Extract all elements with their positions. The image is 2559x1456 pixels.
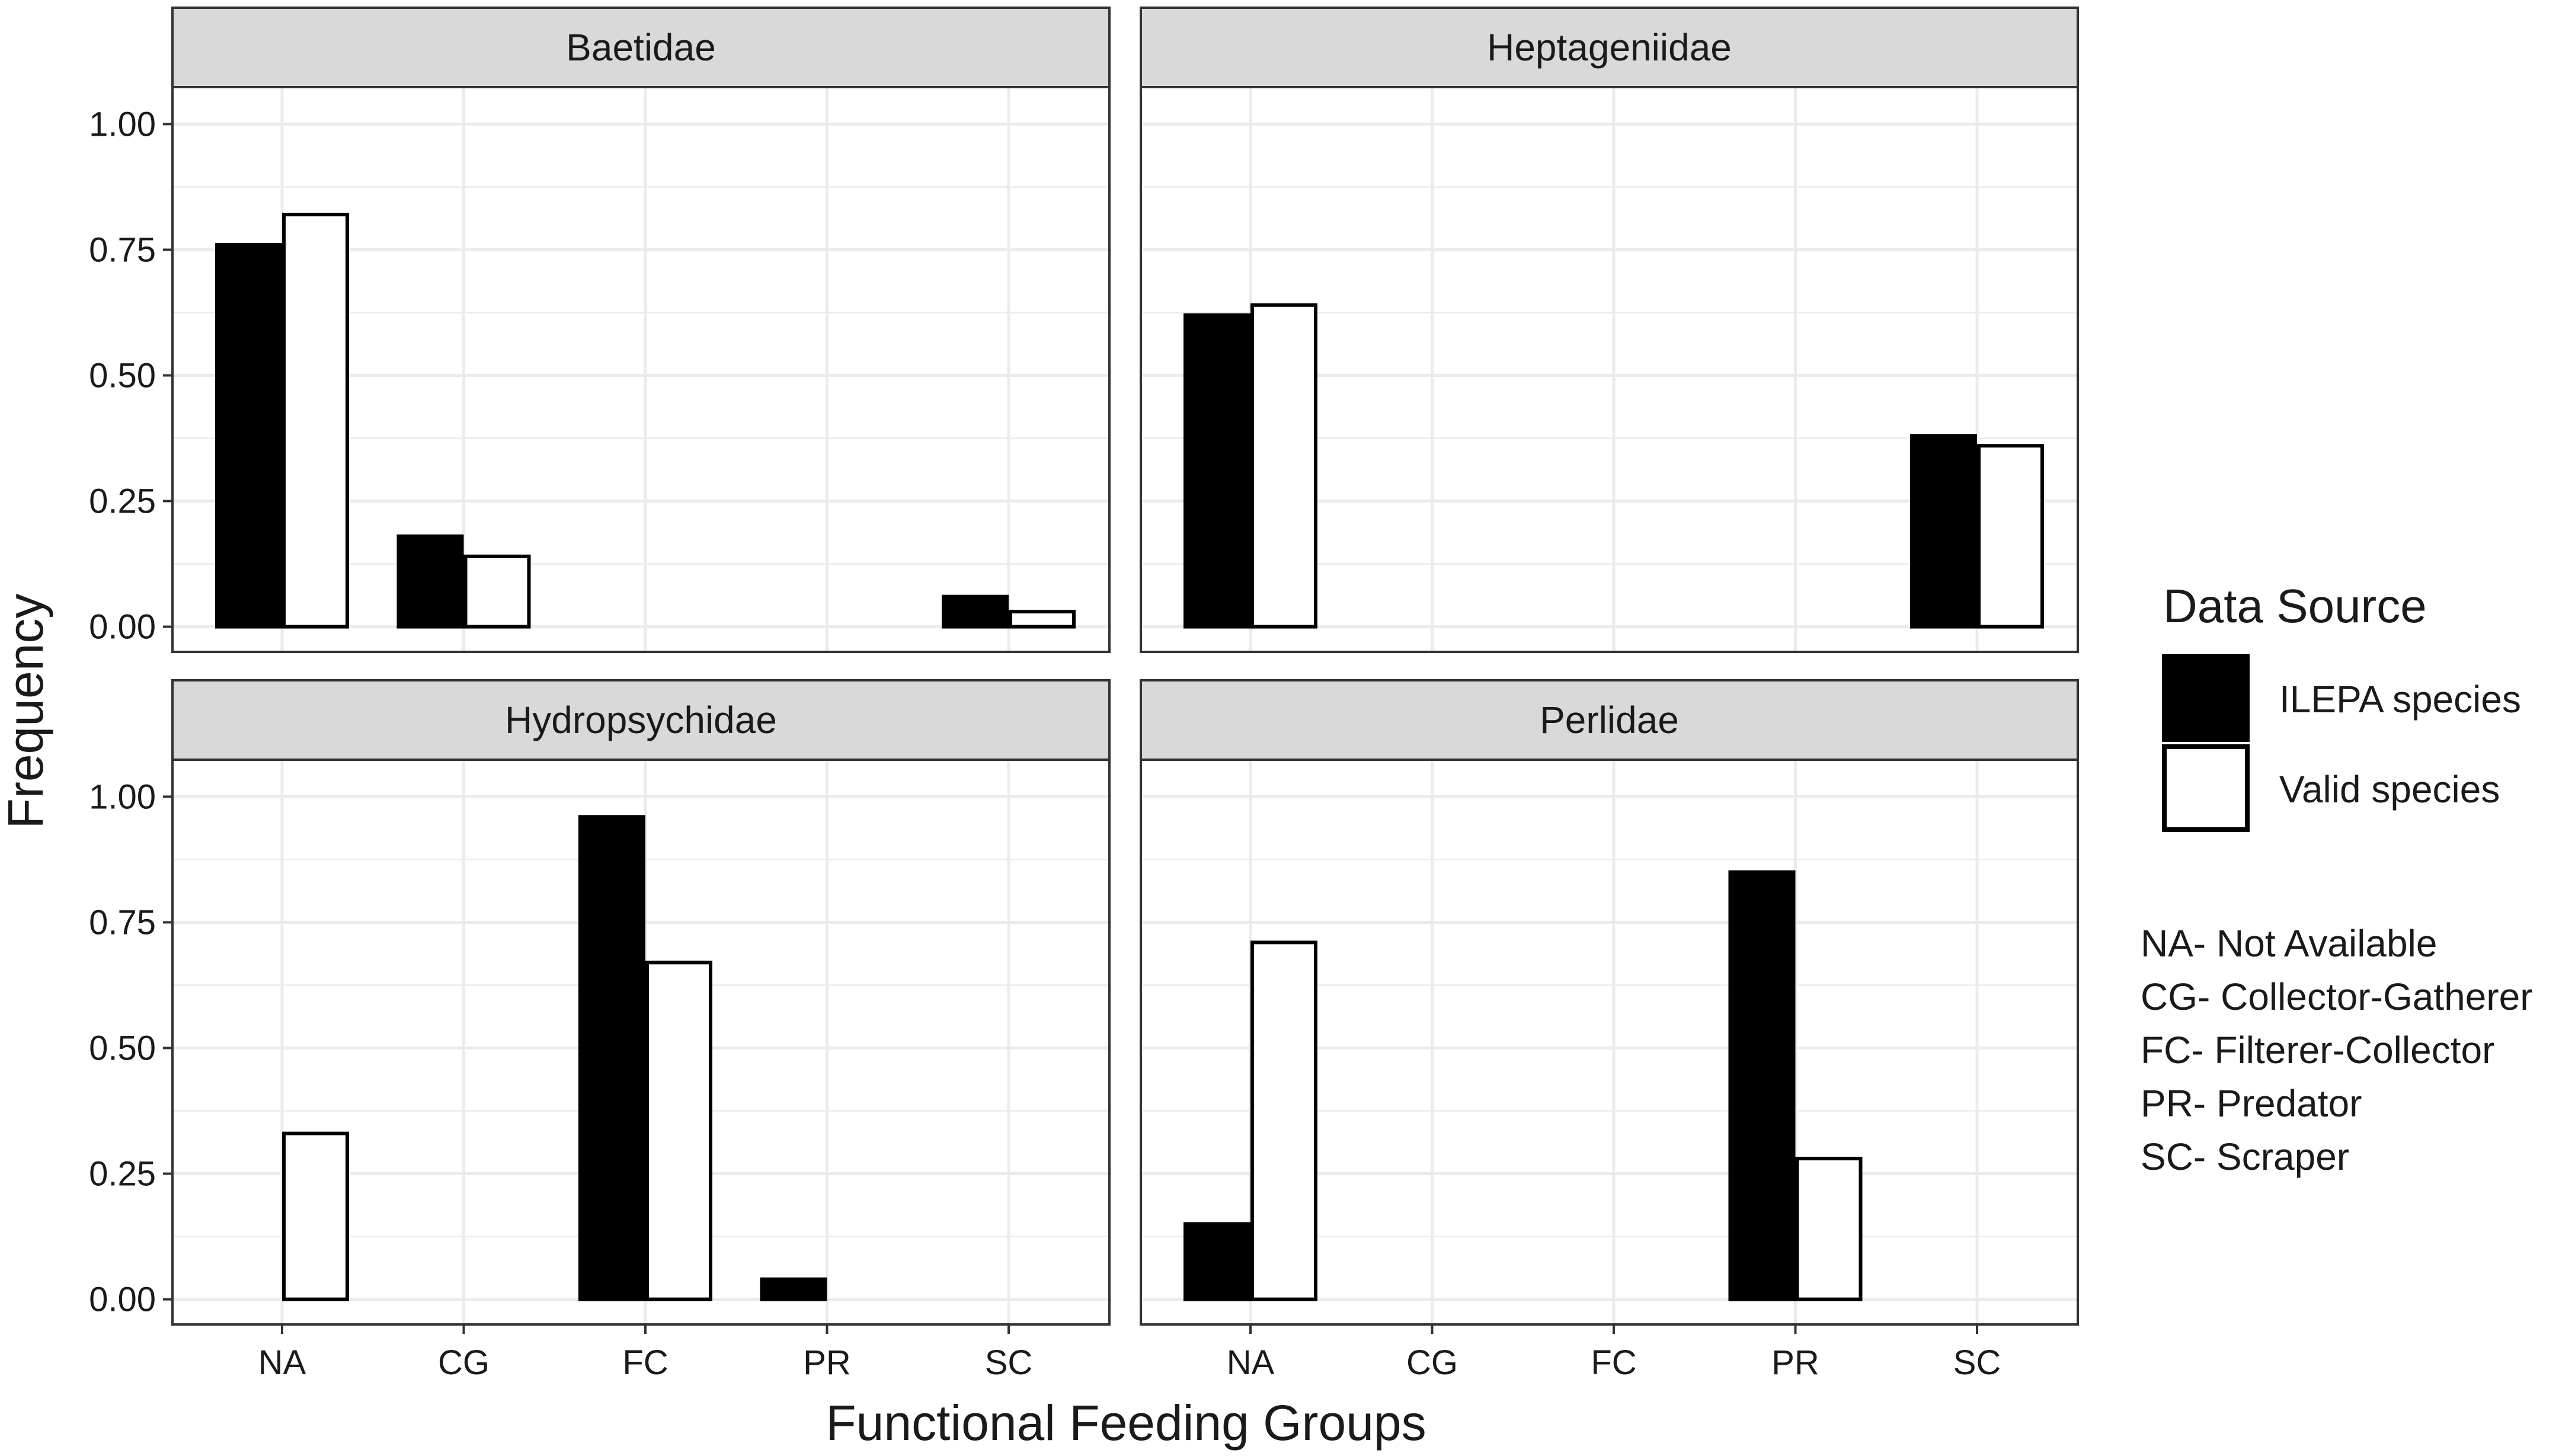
bar-heptageniidae-sc-ilepa [1910,434,1977,629]
facet-title: Baetidae [566,26,716,69]
bar-perlidae-na-ilepa [1183,1222,1250,1301]
x-tick-label: SC [1953,1343,2001,1382]
facet-title: Heptageniidae [1487,26,1732,69]
x-tick-label: CG [438,1343,490,1382]
facet-panel-baetidae: Baetidae 0.00 0.25 0.50 0.75 1.00 [89,7,1111,653]
bar-hydropsychidae-na-valid [282,1131,349,1301]
abbreviation-note: CG- Collector-Gatherer [2141,975,2533,1018]
x-axis-title: Functional Feeding Groups [826,1395,1426,1451]
x-tick-label: FC [1591,1343,1636,1382]
x-tick-label: FC [622,1343,668,1382]
abbreviation-note: SC- Scraper [2141,1135,2349,1178]
x-tick-label: SC [985,1343,1033,1382]
y-axis-title: Frequency [0,594,53,829]
bar-hydropsychidae-pr-ilepa [760,1277,827,1301]
bar-group [215,213,1076,629]
x-tick-label: NA [1227,1343,1275,1382]
bar-hydropsychidae-fc-valid [645,961,712,1301]
legend: Data Source ILEPA species Valid species [2162,580,2521,832]
facet-panel-heptageniidae: Heptageniidae [1140,7,2079,653]
bar-heptageniidae-na-valid [1250,303,1317,629]
y-tick-label: 0.00 [89,1281,156,1319]
bar-baetidae-cg-valid [463,554,531,629]
y-tick-label: 0.75 [89,231,156,269]
x-tick-label: PR [1771,1343,1819,1382]
facet-panel-hydropsychidae: Hydropsychidae 0.00 0.25 0.50 0.75 1.00 NA CG FC… [89,679,1111,1382]
y-tick-label: 1.00 [89,777,156,816]
abbreviation-note: NA- Not Available [2141,922,2437,965]
bar-baetidae-sc-ilepa [942,594,1009,629]
y-tick-label: 0.50 [89,1029,156,1068]
abbreviation-note: PR- Predator [2141,1082,2362,1125]
y-tick-label: 1.00 [89,105,156,143]
facet-strip [1140,7,2079,88]
bar-perlidae-pr-valid [1795,1157,1863,1301]
abbreviation-note: FC- Filterer-Collector [2141,1029,2494,1071]
y-tick-label: 0.00 [89,608,156,647]
legend-label-valid: Valid species [2279,768,2500,811]
legend-key-valid [2162,744,2250,832]
bar-perlidae-na-valid [1250,940,1317,1301]
bar-group [1183,870,1863,1301]
y-tick-label: 0.25 [89,482,156,521]
bar-baetidae-cg-ilepa [396,534,464,629]
bar-group [282,815,827,1301]
x-tick-label: NA [258,1343,306,1382]
facet-strip [171,679,1111,761]
bar-heptageniidae-sc-valid [1977,444,2044,629]
facet-panel-perlidae: Perlidae NA CG FC PR SC [1140,679,2079,1382]
legend-key-ilepa [2162,654,2250,742]
legend-title: Data Source [2163,580,2427,632]
y-tick-label: 0.25 [89,1155,156,1193]
y-tick-label: 0.75 [89,903,156,942]
bar-baetidae-sc-valid [1009,610,1076,629]
bar-hydropsychidae-fc-ilepa [578,815,645,1301]
y-tick-label: 0.50 [89,357,156,395]
x-tick-label: CG [1406,1343,1458,1382]
bar-baetidae-na-valid [282,213,349,629]
facet-strip [171,7,1111,88]
facet-title: Hydropsychidae [505,699,777,741]
axis-titles: Functional Feeding Groups Frequency [0,594,1426,1451]
bar-perlidae-pr-ilepa [1728,870,1796,1301]
bar-heptageniidae-na-ilepa [1183,313,1250,629]
legend-label-ilepa: ILEPA species [2279,678,2521,721]
facet-strip [1140,679,2079,761]
bar-group [1183,303,2044,629]
facet-panels: Baetidae 0.00 0.25 0.50 0.75 1.00 Heptageniida… [89,7,2079,1382]
facet-title: Perlidae [1540,699,1679,741]
x-tick-label: PR [803,1343,851,1382]
abbreviation-notes: NA- Not Available CG- Collector-Gatherer F… [2141,922,2533,1178]
bar-baetidae-na-ilepa [215,242,282,629]
